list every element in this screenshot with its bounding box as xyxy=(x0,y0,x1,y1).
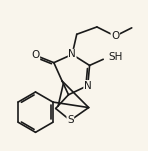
Text: O: O xyxy=(31,50,40,60)
Text: SH: SH xyxy=(108,52,122,62)
Text: O: O xyxy=(111,31,119,41)
Text: N: N xyxy=(68,49,76,59)
Text: S: S xyxy=(67,115,74,125)
Text: N: N xyxy=(84,81,92,91)
